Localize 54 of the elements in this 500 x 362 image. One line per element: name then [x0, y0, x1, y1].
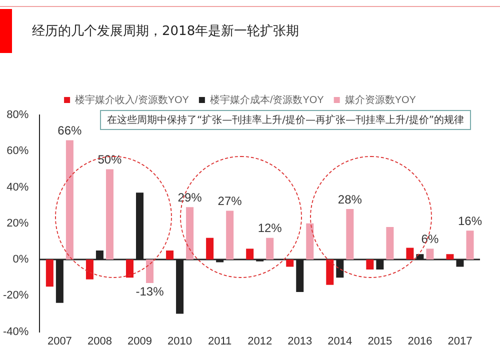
bar: [406, 248, 414, 260]
data-label: 66%: [58, 124, 82, 138]
y-tick-label: 80%: [6, 109, 29, 122]
bar: [326, 260, 334, 285]
bar: [426, 248, 434, 260]
y-tick-label: 20%: [6, 217, 29, 230]
bar: [66, 140, 74, 260]
bar: [306, 223, 314, 260]
bar: [286, 260, 294, 267]
chart-title: 经历的几个发展周期，2018年是新一轮扩张期: [32, 23, 300, 40]
x-tick-label: 2010: [168, 335, 192, 348]
data-label: 16%: [458, 214, 482, 228]
data-label: -13%: [136, 284, 164, 298]
bar: [246, 248, 254, 260]
x-tick-label: 2007: [47, 335, 72, 348]
annotation: 在这些周期中保持了“扩张—刊挂率上升/提价—再扩张—刊挂率上升/提价”的规律: [100, 110, 472, 130]
bar: [206, 238, 214, 260]
y-tick-label: 0%: [12, 254, 29, 266]
bar: [146, 260, 154, 284]
x-tick-label: 2015: [368, 335, 392, 348]
bar: [226, 210, 234, 260]
data-label: 6%: [421, 232, 439, 246]
x-tick-label: 2016: [408, 335, 432, 348]
y-tick-label: -40%: [2, 326, 29, 338]
data-label: 28%: [338, 192, 362, 206]
data-label: 29%: [178, 190, 202, 204]
bar: [166, 250, 174, 260]
x-tick-label: 2017: [448, 335, 472, 348]
data-label: 50%: [98, 152, 122, 167]
y-tick-label: 40%: [6, 181, 29, 194]
legend-label: 楼宇媒介成本/资源数YOY: [210, 94, 324, 106]
bar: [106, 169, 114, 260]
bar: [446, 254, 454, 260]
bar: [466, 230, 474, 260]
x-tick-label: 2014: [328, 335, 352, 348]
x-tick-label: 2008: [87, 335, 112, 348]
bar: [86, 260, 94, 280]
x-tick-label: 2013: [288, 335, 312, 348]
bar: [186, 207, 194, 260]
legend-label: 媒介资源数YOY: [344, 94, 416, 106]
x-tick-label: 2009: [128, 335, 152, 348]
y-tick-label: 60%: [6, 145, 29, 158]
data-label: 27%: [218, 194, 242, 208]
bar: [366, 260, 374, 270]
data-label: 12%: [258, 221, 282, 236]
x-tick-label: 2011: [208, 335, 232, 348]
legend-label: 楼宇媒介收入/资源数YOY: [75, 94, 190, 106]
bar: [386, 227, 394, 260]
bar: [126, 260, 134, 278]
bar: [266, 238, 274, 260]
y-tick-label: -20%: [2, 290, 29, 302]
bar: [346, 208, 354, 260]
bar: [46, 260, 54, 287]
x-tick-label: 2012: [248, 335, 272, 348]
